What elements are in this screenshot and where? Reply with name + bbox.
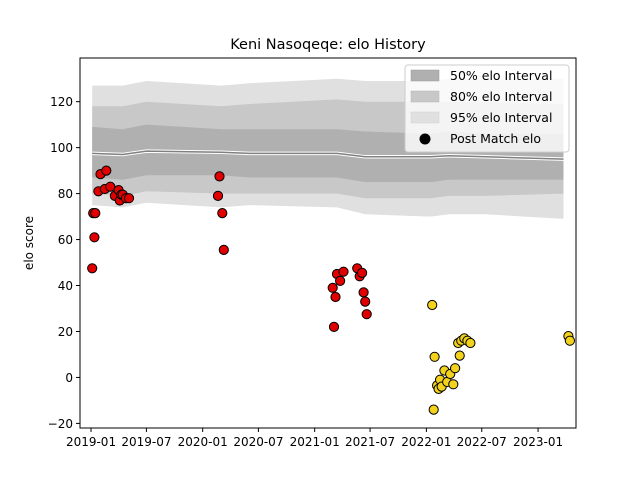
post-match-point	[450, 363, 461, 374]
x-tick-label: 2020-07	[233, 435, 283, 449]
post-match-point	[564, 335, 576, 346]
y-axis-label: elo score	[22, 216, 36, 270]
y-tick-label: 20	[58, 325, 73, 339]
x-tick-label: 2020-01	[178, 435, 228, 449]
post-match-point	[123, 193, 135, 204]
y-tick-label: −20	[48, 417, 73, 431]
legend-label-post-match: Post Match elo	[450, 131, 541, 146]
y-tick-label: 80	[58, 187, 73, 201]
y-tick-label: 40	[58, 279, 73, 293]
post-match-point	[89, 232, 100, 243]
legend-marker-post-match	[419, 133, 431, 145]
x-tick-label: 2022-07	[457, 435, 507, 449]
legend-label-95: 95% elo Interval	[450, 110, 552, 125]
axes-frame	[79, 57, 577, 429]
post-match-point	[429, 351, 440, 362]
post-match-point	[358, 287, 369, 298]
post-match-point	[328, 321, 340, 332]
y-tick-label: 120	[50, 95, 73, 109]
post-match-points	[87, 165, 576, 415]
y-tick-label: 60	[58, 233, 73, 247]
y-axis: −20 0 20 40 60 80 100 120	[48, 95, 80, 431]
post-match-point	[465, 337, 476, 349]
legend-swatch-80	[410, 90, 440, 103]
post-match-point	[90, 208, 101, 219]
post-match-point	[214, 171, 225, 182]
post-match-point	[357, 267, 368, 278]
post-match-point	[335, 275, 346, 286]
x-tick-label: 2022-01	[401, 435, 451, 449]
post-match-point	[448, 379, 459, 390]
mean-line	[92, 150, 564, 160]
x-axis: 2019-01 2019-07 2020-01 2020-07 2021-01 2021-…	[66, 428, 563, 449]
legend: 50% elo Interval 80% elo Interval 95% el…	[404, 64, 570, 153]
legend-label-50: 50% elo Interval	[450, 68, 552, 83]
chart-title: Keni Nasoqeqe: elo History	[230, 37, 426, 53]
post-match-point	[212, 190, 224, 201]
post-match-point	[330, 291, 341, 303]
legend-label-80: 80% elo Interval	[450, 89, 552, 104]
y-tick-label: 100	[50, 141, 73, 155]
post-match-point	[361, 309, 372, 320]
x-tick-label: 2021-01	[290, 435, 340, 449]
y-tick-label: 0	[65, 371, 73, 385]
x-tick-label: 2019-01	[66, 435, 116, 449]
post-match-point	[101, 165, 112, 176]
legend-swatch-50	[410, 69, 440, 82]
post-match-point	[454, 350, 465, 361]
x-tick-label: 2019-07	[121, 435, 171, 449]
x-tick-label: 2021-07	[345, 435, 395, 449]
legend-swatch-95	[410, 111, 440, 124]
post-match-point	[217, 208, 228, 219]
post-match-point	[327, 282, 338, 293]
legend-frame	[404, 64, 570, 153]
post-match-point	[87, 263, 98, 274]
post-match-point	[428, 404, 439, 415]
x-tick-label: 2023-01	[513, 435, 563, 449]
post-match-point	[218, 244, 229, 255]
post-match-point	[427, 299, 438, 311]
post-match-point	[360, 296, 371, 307]
post-match-point	[338, 266, 349, 277]
